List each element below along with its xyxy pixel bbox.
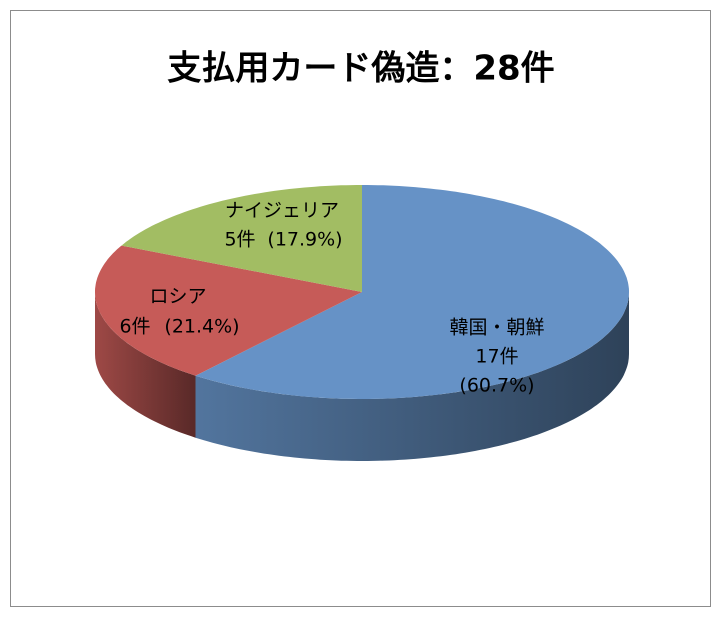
slice — [95, 245, 362, 376]
value-label: 6件 — [119, 316, 150, 338]
slice-side — [95, 292, 196, 438]
category-label: ナイジェリア — [225, 200, 339, 222]
category-label: ロシア — [149, 286, 206, 308]
slice — [121, 185, 363, 292]
chart-title: 支払用カード偽造：28件 — [167, 49, 554, 89]
percent-label: (17.9%) — [267, 229, 342, 251]
value-label: 17件 — [475, 346, 518, 368]
value-label: 5件 — [224, 229, 255, 251]
slice — [195, 185, 629, 399]
percent-label: (60.7%) — [459, 375, 534, 397]
slice-side — [195, 292, 629, 461]
percent-label: (21.4%) — [164, 316, 239, 338]
category-label: 韓国・朝鮮 — [449, 317, 544, 339]
